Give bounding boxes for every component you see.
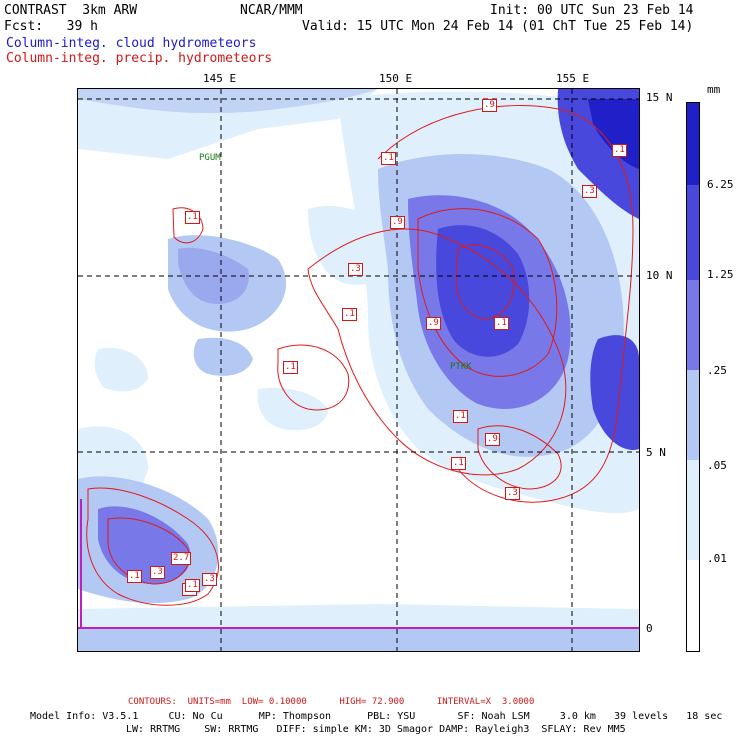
contour-label: .1: [127, 570, 142, 583]
map-panel: PGUM PTKK .1 .9 .1 .1 .3 .9 .3 .1 .9 .1 …: [77, 88, 640, 652]
forecast-hour: Fcst: 39 h: [4, 19, 98, 34]
contour-label: .1: [185, 579, 200, 592]
contour-label: .1: [612, 144, 627, 157]
lon-label-150: 150 E: [379, 72, 413, 85]
colorbar-tick: .01: [707, 552, 727, 565]
field-cloud-label: Column-integ. cloud hydrometeors: [6, 36, 257, 51]
lon-label-155: 155 E: [556, 72, 590, 85]
colorbar-unit: mm: [707, 83, 721, 96]
valid-time: Valid: 15 UTC Mon 24 Feb 14 (01 ChT Tue …: [302, 19, 694, 34]
contour-label: .1: [185, 211, 200, 224]
colorbar-segment: [687, 280, 699, 370]
lat-label-5n: 5 N: [646, 446, 666, 459]
model-info-line2: LW: RRTMG SW: RRTMG DIFF: simple KM: 3D …: [126, 724, 626, 735]
contour-label: .1: [494, 317, 509, 330]
contour-label: 2.7: [171, 552, 192, 565]
place-ptkk: PTKK: [450, 362, 472, 372]
lon-label-145: 145 E: [203, 72, 237, 85]
contour-label: .3: [505, 487, 520, 500]
lat-label-15n: 15 N: [646, 91, 673, 104]
field-precip-label: Column-integ. precip. hydrometeors: [6, 51, 273, 66]
contour-label: .3: [582, 185, 597, 198]
contour-label: .9: [482, 99, 497, 112]
contour-label: .1: [453, 410, 468, 423]
colorbar-segment: [687, 103, 699, 185]
map-graphic: [78, 89, 639, 651]
contour-label: .1: [283, 361, 298, 374]
colorbar-segment: [687, 460, 699, 560]
colorbar: [686, 102, 700, 652]
colorbar-tick: .25: [707, 364, 727, 377]
graticule: [78, 89, 639, 651]
contour-label: .1: [451, 457, 466, 470]
contour-label: .1: [381, 152, 396, 165]
contour-label: .9: [426, 317, 441, 330]
init-time: Init: 00 UTC Sun 23 Feb 14: [490, 3, 694, 18]
colorbar-tick: .05: [707, 459, 727, 472]
precip-contours: [86, 105, 634, 606]
place-pgum: PGUM: [199, 153, 221, 163]
run-title: CONTRAST 3km ARW: [4, 3, 138, 18]
lat-label-10n: 10 N: [646, 269, 673, 282]
colorbar-segment: [687, 370, 699, 460]
colorbar-tick: 1.25: [707, 268, 734, 281]
contour-label: .3: [202, 573, 217, 586]
colorbar-segment: [687, 560, 699, 651]
contour-label: .3: [150, 566, 165, 579]
contour-label: .9: [485, 433, 500, 446]
model-info-line1: Model Info: V3.5.1 CU: No Cu MP: Thompso…: [30, 711, 723, 722]
contour-info: CONTOURS: UNITS=mm LOW= 0.10000 HIGH= 72…: [128, 697, 535, 707]
colorbar-tick: 6.25: [707, 178, 734, 191]
colorbar-segment: [687, 185, 699, 280]
contour-label: .9: [390, 216, 405, 229]
lat-label-0: 0: [646, 622, 653, 635]
contour-label: .1: [342, 308, 357, 321]
org-label: NCAR/MMM: [240, 3, 303, 18]
contour-label: .3: [348, 263, 363, 276]
